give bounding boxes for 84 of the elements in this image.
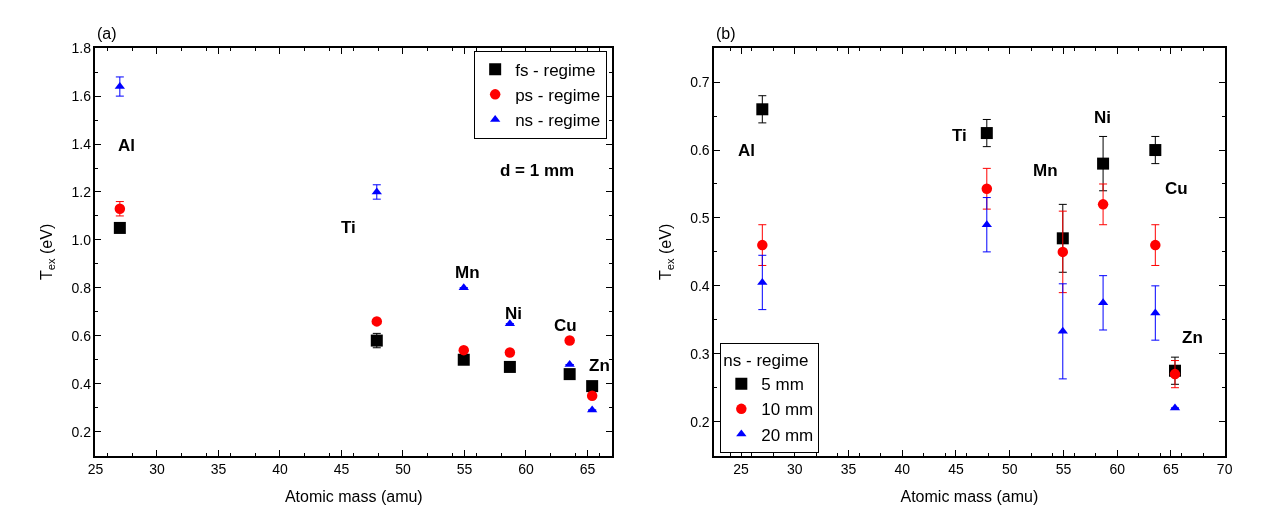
annotation: Ni xyxy=(505,304,522,323)
y-tick-label: 0.5 xyxy=(690,209,710,226)
y-tick-label: 1.0 xyxy=(71,231,92,248)
annotation: d = 1 mm xyxy=(500,161,575,180)
point xyxy=(981,183,993,194)
y-tick-label: 0.2 xyxy=(71,423,92,440)
x-tick-label: 30 xyxy=(786,461,803,478)
annotation: Ni xyxy=(1094,108,1111,127)
annotation: Zn xyxy=(1182,328,1203,347)
x-tick-label: 25 xyxy=(733,461,750,478)
point xyxy=(113,221,126,234)
x-tick-label: 25 xyxy=(87,461,104,478)
point xyxy=(1056,232,1069,245)
x-tick-label: 60 xyxy=(518,461,534,478)
legend-label: 20 mm xyxy=(761,425,814,445)
point xyxy=(1097,199,1109,210)
point xyxy=(1150,308,1161,316)
y-tick-label: 0.6 xyxy=(690,141,710,158)
y-tick-label: 0.4 xyxy=(690,277,710,294)
point xyxy=(756,103,769,116)
annotation: Ti xyxy=(952,126,967,145)
y-tick-label: 1.6 xyxy=(71,88,92,105)
x-tick-label: 45 xyxy=(333,461,350,478)
chart-title: (b) xyxy=(716,25,736,42)
y-tick-label: 1.4 xyxy=(71,135,92,152)
annotation: Al xyxy=(118,136,135,155)
x-tick-label: 65 xyxy=(1163,461,1179,478)
point xyxy=(1057,246,1069,258)
annotation: Al xyxy=(738,141,755,160)
point xyxy=(980,127,993,140)
y-tick-label: 0.3 xyxy=(690,345,710,362)
annotation: Mn xyxy=(455,263,480,282)
point xyxy=(1097,157,1110,170)
y-tick-label: 1.2 xyxy=(71,183,92,200)
y-tick-label: 0.6 xyxy=(71,327,92,344)
point xyxy=(1150,239,1161,251)
point xyxy=(371,187,382,195)
x-tick-label: 35 xyxy=(210,461,227,478)
x-tick-label: 50 xyxy=(1001,461,1018,478)
y-tick-label: 0.4 xyxy=(71,375,92,392)
legend-label: 10 mm xyxy=(761,400,814,420)
x-axis-title: Atomic mass (amu) xyxy=(900,488,1039,506)
x-tick-label: 55 xyxy=(456,461,473,478)
y-tick-label: 0.7 xyxy=(690,74,710,91)
x-tick-label: 40 xyxy=(894,461,911,478)
point xyxy=(457,353,470,366)
point xyxy=(564,335,575,346)
point xyxy=(1057,326,1068,334)
x-tick-label: 60 xyxy=(1109,461,1126,478)
legend-label: 5 mm xyxy=(761,375,804,395)
point xyxy=(586,390,598,401)
x-tick-label: 35 xyxy=(840,461,857,478)
annotation: Ti xyxy=(341,218,356,237)
point xyxy=(1149,144,1162,157)
x-tick-label: 50 xyxy=(395,461,411,478)
x-tick-label: 30 xyxy=(149,461,165,478)
point xyxy=(1169,368,1181,380)
point xyxy=(504,347,516,358)
chart-title: (a) xyxy=(97,25,117,42)
annotation: Cu xyxy=(554,316,577,335)
x-tick-label: 65 xyxy=(579,461,596,478)
point xyxy=(586,380,599,393)
x-axis-title: Atomic mass (amu) xyxy=(284,488,423,506)
point xyxy=(563,368,576,381)
y-tick-label: 0.8 xyxy=(71,279,92,296)
y-tick-label: 0.2 xyxy=(690,413,710,430)
point xyxy=(458,283,469,291)
x-tick-label: 40 xyxy=(272,461,288,478)
x-tick-label: 45 xyxy=(948,461,964,478)
annotation: Mn xyxy=(1033,161,1058,180)
annotation: Zn xyxy=(589,356,610,375)
legend-label: ns - regime xyxy=(515,111,601,131)
x-tick-label: 70 xyxy=(1216,461,1233,478)
point xyxy=(757,277,768,285)
legend-label: ps - regime xyxy=(515,85,601,105)
y-tick-label: 1.8 xyxy=(71,40,92,57)
point xyxy=(757,239,768,251)
legend-label: fs - regime xyxy=(515,60,596,80)
legend-title: ns - regime xyxy=(723,351,809,371)
point xyxy=(371,316,383,327)
annotation: Cu xyxy=(1165,179,1188,198)
point xyxy=(503,360,516,373)
point xyxy=(458,344,469,356)
x-tick-label: 55 xyxy=(1055,461,1072,478)
